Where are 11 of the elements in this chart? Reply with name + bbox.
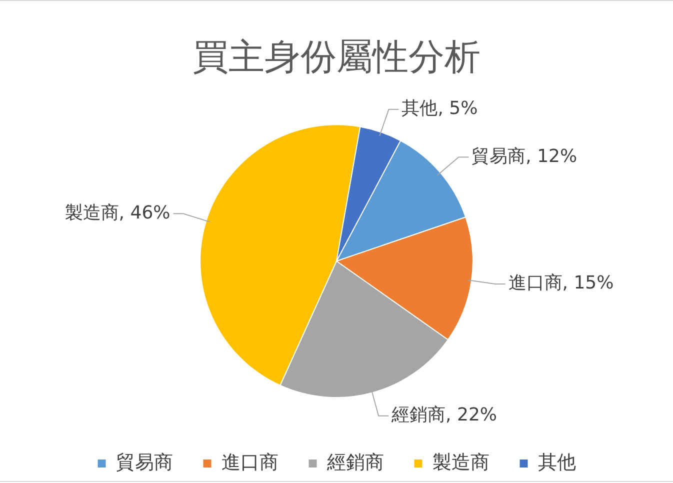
legend-label: 進口商 <box>221 451 278 474</box>
data-label: 製造商, 46% <box>64 202 170 224</box>
data-label: 其他, 5% <box>402 98 478 120</box>
legend-label: 製造商 <box>432 451 490 474</box>
legend-label: 經銷商 <box>326 451 384 474</box>
legend-label: 其他 <box>538 451 576 474</box>
legend-label: 貿易商 <box>116 451 173 474</box>
data-label: 進口商, 15% <box>508 272 614 294</box>
data-label: 經銷商, 22% <box>390 404 498 426</box>
data-label: 貿易商, 12% <box>472 146 578 167</box>
chart-title: 買主身份屬性分析 <box>192 36 480 78</box>
